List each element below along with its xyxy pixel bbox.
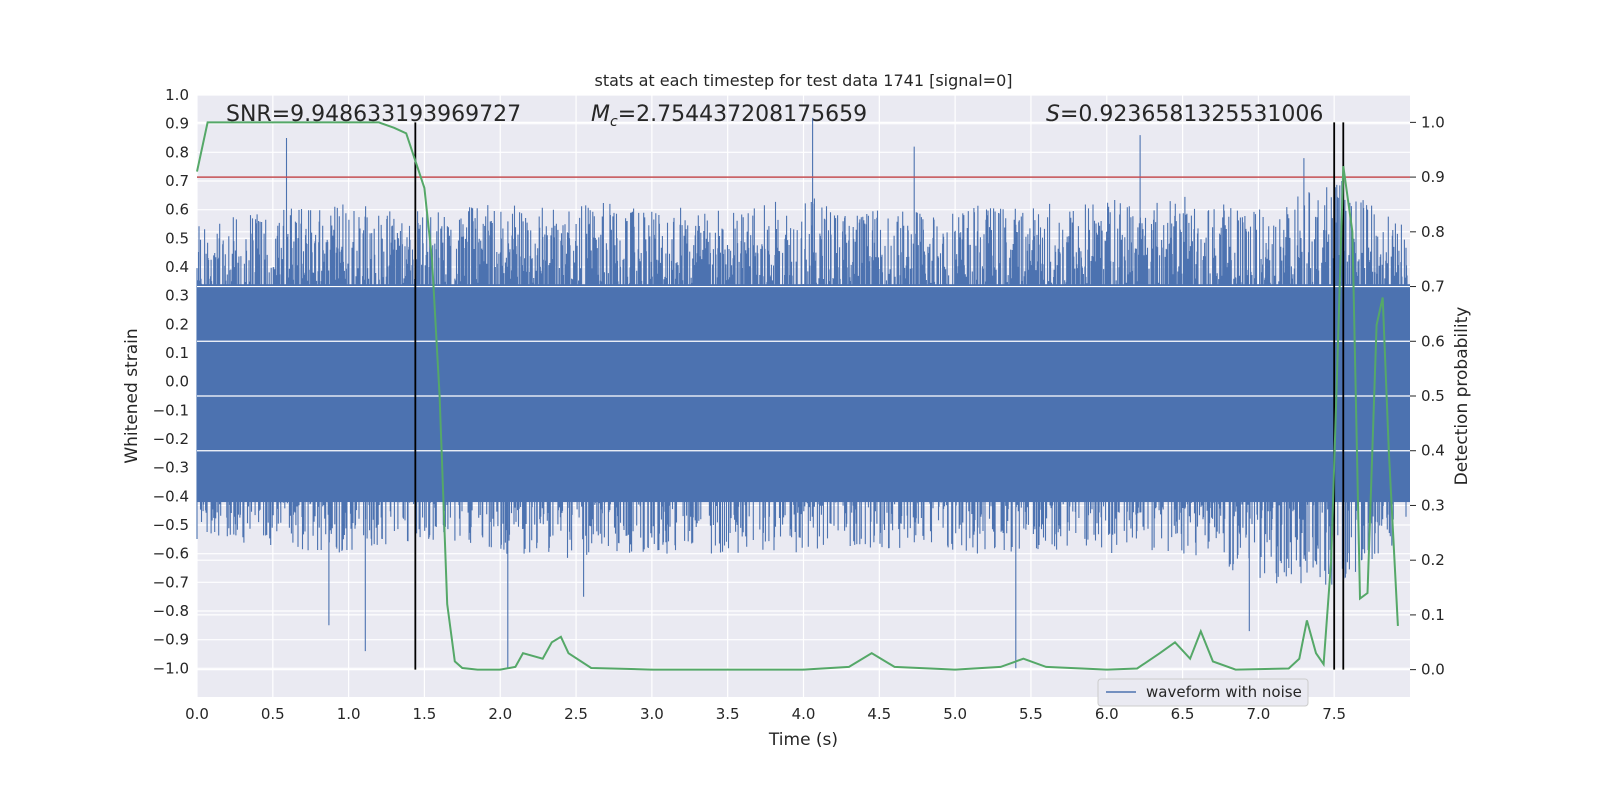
x-axis-label: Time (s)	[768, 730, 838, 750]
spin-value: =0.9236581325531006	[1060, 102, 1323, 127]
y-tick-label: 1.0	[165, 86, 189, 104]
y-tick-label: 0.7	[165, 172, 189, 190]
x-tick-label: 6.0	[1095, 705, 1119, 723]
tick-labels: 0.0 0.5 1.0 1.5 2.0 2.5 3.0 3.5 4.0 4.5 5.0 5.5 6.0 6…	[153, 86, 1445, 723]
waveform-body	[197, 284, 1410, 503]
y2-tick-label: 0.4	[1421, 442, 1445, 460]
y-tick-label: 0.6	[165, 201, 189, 219]
legend: waveform with noise	[1097, 678, 1309, 707]
y2-tick-label: 0.6	[1421, 332, 1445, 350]
legend-box	[1097, 678, 1309, 707]
y-tick-label: −0.6	[153, 545, 189, 563]
chirp-mass-annotation: Mc=2.754437208175659	[591, 102, 867, 130]
y-tick-label: 0.5	[165, 229, 189, 247]
y-tick-label: −0.8	[153, 602, 189, 620]
y-tick-label: 0.4	[165, 258, 189, 276]
x-tick-label: 1.5	[413, 705, 437, 723]
y-tick-label: −0.2	[153, 430, 189, 448]
y2-tick-label: 0.2	[1421, 551, 1445, 569]
y2-tick-label: 0.1	[1421, 606, 1445, 624]
y2-tick-label: 0.5	[1421, 387, 1445, 405]
y2-tick-label: 1.0	[1421, 113, 1445, 131]
chirp-mass-subscript: c	[610, 114, 618, 130]
y2-tick-label: 0.0	[1421, 661, 1445, 679]
y2-axis-label: Detection probability	[1452, 307, 1472, 486]
y-tick-label: −0.5	[153, 516, 189, 534]
x-tick-label: 1.0	[337, 705, 361, 723]
spin-symbol: S	[1046, 102, 1060, 127]
x-tick-label: 0.5	[261, 705, 285, 723]
y-tick-label: −0.1	[153, 401, 189, 419]
y-tick-label: −0.3	[153, 459, 189, 477]
overlay-lines	[196, 121, 1410, 671]
chirp-mass-value: =2.754437208175659	[618, 102, 867, 127]
y2-tick-label: 0.3	[1421, 496, 1445, 514]
x-tick-label: 4.0	[792, 705, 816, 723]
chirp-mass-symbol: M	[591, 102, 610, 127]
y2-tick-label: 0.8	[1421, 223, 1445, 241]
y-tick-label: −1.0	[153, 659, 189, 677]
chart-title: stats at each timestep for test data 174…	[594, 71, 1012, 90]
x-tick-label: 4.5	[867, 705, 891, 723]
x-tick-label: 3.5	[716, 705, 740, 723]
y-tick-label: 0.3	[165, 287, 189, 305]
y2-tick-label: 0.7	[1421, 278, 1445, 296]
legend-label-waveform: waveform with noise	[1146, 683, 1302, 701]
x-tick-label: 7.0	[1246, 705, 1270, 723]
x-tick-label: 5.0	[943, 705, 967, 723]
x-tick-label: 2.5	[564, 705, 588, 723]
y-axis-label: Whitened strain	[122, 328, 142, 463]
y-tick-label: 0.0	[165, 373, 189, 391]
spin-annotation: S=0.9236581325531006	[1046, 102, 1323, 127]
y-tick-label: −0.7	[153, 573, 189, 591]
x-tick-label: 2.0	[488, 705, 512, 723]
x-tick-label: 0.0	[185, 705, 209, 723]
x-tick-label: 7.5	[1322, 705, 1346, 723]
snr-annotation: SNR=9.948633193969727	[226, 102, 521, 127]
y-tick-label: 0.1	[165, 344, 189, 362]
y-tick-label: 0.9	[165, 115, 189, 133]
y-tick-label: −0.4	[153, 487, 189, 505]
probability-line	[196, 121, 1399, 671]
waveform-series	[196, 117, 1410, 669]
y-tick-label: −0.9	[153, 631, 189, 649]
x-tick-label: 6.5	[1171, 705, 1195, 723]
x-tick-label: 5.5	[1019, 705, 1043, 723]
y-tick-label: 0.2	[165, 315, 189, 333]
y2-tick-label: 0.9	[1421, 168, 1445, 186]
y-tick-label: 0.8	[165, 143, 189, 161]
x-tick-label: 3.0	[640, 705, 664, 723]
